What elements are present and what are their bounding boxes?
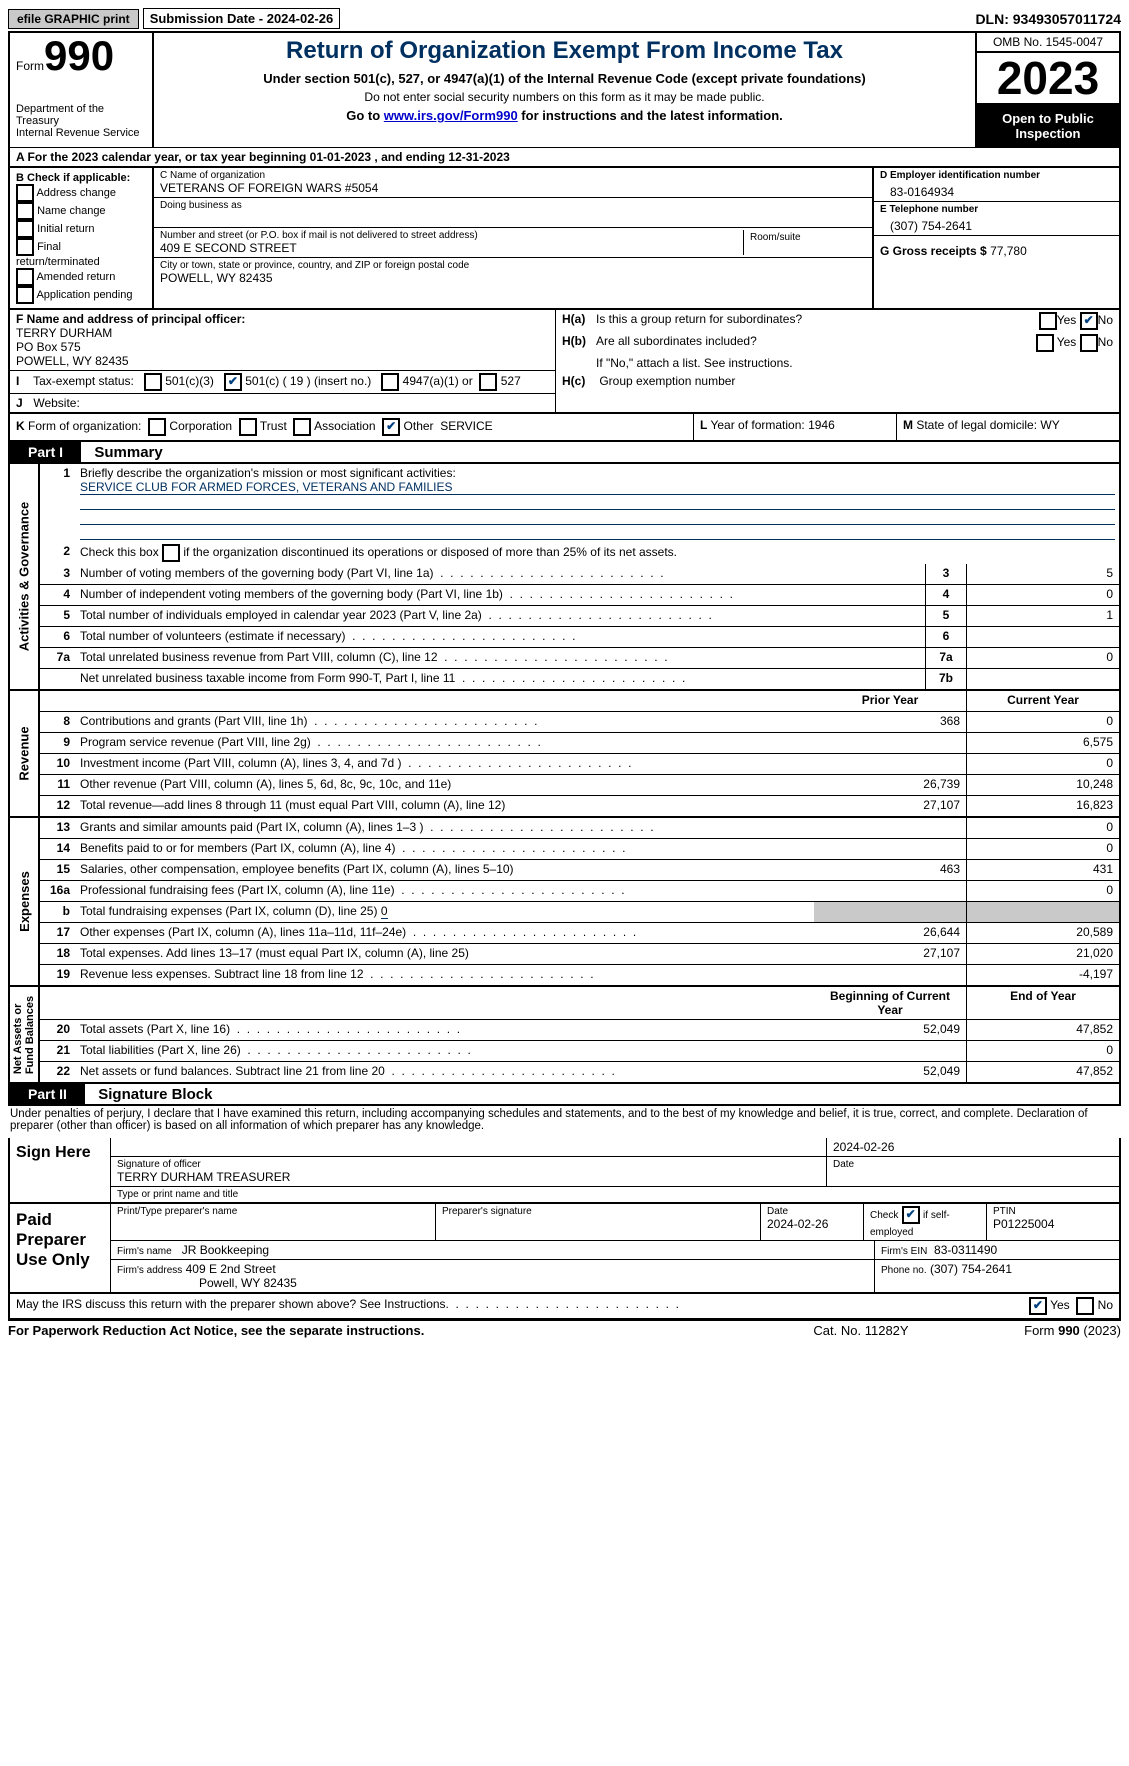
checkbox-ha-yes[interactable] bbox=[1039, 312, 1057, 330]
firm-name: JR Bookkeeping bbox=[182, 1243, 269, 1257]
checkbox-other[interactable] bbox=[382, 418, 400, 436]
sign-here-label: Sign Here bbox=[10, 1138, 111, 1202]
checkbox-discuss-yes[interactable] bbox=[1029, 1297, 1047, 1315]
checkbox-trust[interactable] bbox=[239, 418, 257, 436]
checkbox-application-pending[interactable] bbox=[16, 286, 34, 304]
checkbox-4947[interactable] bbox=[381, 373, 399, 391]
row-k: K Form of organization: Corporation Trus… bbox=[10, 414, 694, 440]
efile-print-button[interactable]: efile GRAPHIC print bbox=[8, 9, 139, 29]
subtitle-2: Do not enter social security numbers on … bbox=[158, 90, 971, 104]
omb-number: OMB No. 1545-0047 bbox=[977, 33, 1119, 53]
ptin: P01225004 bbox=[993, 1217, 1113, 1231]
val-4: 0 bbox=[967, 585, 1119, 605]
checkbox-self-employed[interactable] bbox=[902, 1206, 920, 1224]
footer-catno: Cat. No. 11282Y bbox=[761, 1323, 961, 1338]
checkbox-name-change[interactable] bbox=[16, 202, 34, 220]
checkbox-501c3[interactable] bbox=[144, 373, 162, 391]
org-city: POWELL, WY 82435 bbox=[160, 271, 866, 285]
vtab-net-assets: Net Assets or Fund Balances bbox=[10, 987, 40, 1082]
form-number: 990 bbox=[44, 37, 114, 75]
form-word: Form bbox=[16, 59, 44, 73]
officer-name: TERRY DURHAM bbox=[16, 326, 112, 340]
section-deg: D Employer identification number 83-0164… bbox=[874, 168, 1119, 308]
val-3: 5 bbox=[967, 564, 1119, 584]
checkbox-501c[interactable] bbox=[224, 373, 242, 391]
checkbox-527[interactable] bbox=[479, 373, 497, 391]
checkbox-address-change[interactable] bbox=[16, 184, 34, 202]
checkbox-ha-no[interactable] bbox=[1080, 312, 1098, 330]
top-toolbar: efile GRAPHIC print Submission Date - 20… bbox=[8, 8, 1121, 29]
mission-text: SERVICE CLUB FOR ARMED FORCES, VETERANS … bbox=[80, 480, 1115, 495]
irs-link[interactable]: www.irs.gov/Form990 bbox=[384, 108, 518, 123]
firm-phone: (307) 754-2641 bbox=[930, 1262, 1012, 1276]
footer-paperwork: For Paperwork Reduction Act Notice, see … bbox=[8, 1323, 761, 1338]
part-ii-title: Signature Block bbox=[88, 1086, 212, 1103]
checkbox-final-return[interactable] bbox=[16, 238, 34, 256]
state-domicile: M State of legal domicile: WY bbox=[897, 414, 1119, 440]
checkbox-initial-return[interactable] bbox=[16, 220, 34, 238]
checkbox-hb-yes[interactable] bbox=[1036, 334, 1054, 352]
vtab-governance: Activities & Governance bbox=[10, 464, 40, 689]
val-5: 1 bbox=[967, 606, 1119, 626]
part-i-tag: Part I bbox=[10, 442, 81, 462]
subtitle-1: Under section 501(c), 527, or 4947(a)(1)… bbox=[158, 71, 971, 86]
gross-receipts: 77,780 bbox=[990, 244, 1027, 258]
officer-signature: TERRY DURHAM TREASURER bbox=[117, 1170, 820, 1184]
telephone: (307) 754-2641 bbox=[880, 215, 1113, 233]
section-c: C Name of organization VETERANS OF FOREI… bbox=[154, 168, 874, 308]
row-a-tax-year: A For the 2023 calendar year, or tax yea… bbox=[8, 147, 1121, 168]
vtab-expenses: Expenses bbox=[10, 818, 40, 985]
part-i-title: Summary bbox=[84, 444, 162, 461]
part-ii-tag: Part II bbox=[10, 1084, 85, 1104]
org-street: 409 E SECOND STREET bbox=[160, 241, 743, 255]
checkbox-corp[interactable] bbox=[148, 418, 166, 436]
checkbox-hb-no[interactable] bbox=[1080, 334, 1098, 352]
form-header: Form 990 Department of the Treasury Inte… bbox=[8, 31, 1121, 147]
dept-treasury: Department of the Treasury Internal Reve… bbox=[16, 103, 146, 139]
tax-year: 2023 bbox=[977, 53, 1119, 105]
open-inspection: Open to Public Inspection bbox=[977, 105, 1119, 147]
paid-preparer-label: Paid Preparer Use Only bbox=[10, 1204, 111, 1292]
subtitle-3: Go to www.irs.gov/Form990 for instructio… bbox=[158, 108, 971, 123]
val-7a: 0 bbox=[967, 648, 1119, 668]
discuss-question: May the IRS discuss this return with the… bbox=[16, 1297, 1029, 1315]
section-b: B Check if applicable: Address change Na… bbox=[10, 168, 154, 308]
footer-form: Form 990 (2023) bbox=[961, 1323, 1121, 1338]
checkbox-discontinued[interactable] bbox=[162, 544, 180, 562]
year-formation: L Year of formation: 1946 bbox=[694, 414, 897, 440]
dln: DLN: 93493057011724 bbox=[975, 11, 1121, 27]
org-name: VETERANS OF FOREIGN WARS #5054 bbox=[160, 181, 866, 195]
checkbox-discuss-no[interactable] bbox=[1076, 1297, 1094, 1315]
vtab-revenue: Revenue bbox=[10, 691, 40, 816]
checkbox-amended[interactable] bbox=[16, 268, 34, 286]
checkbox-assoc[interactable] bbox=[293, 418, 311, 436]
form-title: Return of Organization Exempt From Incom… bbox=[158, 37, 971, 65]
submission-date-box: Submission Date - 2024-02-26 bbox=[143, 8, 341, 29]
ein: 83-0164934 bbox=[880, 181, 1113, 199]
firm-ein: 83-0311490 bbox=[934, 1243, 997, 1257]
penalty-statement: Under penalties of perjury, I declare th… bbox=[8, 1106, 1121, 1138]
